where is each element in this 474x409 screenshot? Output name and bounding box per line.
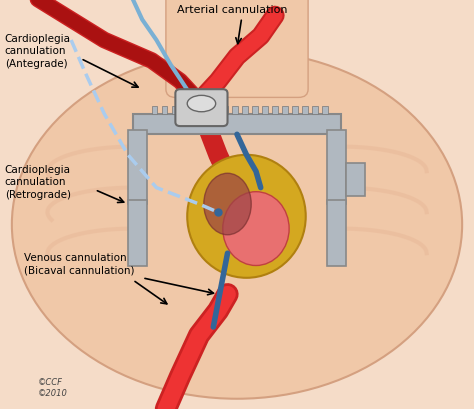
Ellipse shape — [12, 51, 462, 399]
FancyBboxPatch shape — [292, 107, 298, 115]
FancyBboxPatch shape — [302, 107, 308, 115]
FancyBboxPatch shape — [312, 107, 318, 115]
FancyBboxPatch shape — [192, 107, 198, 115]
FancyBboxPatch shape — [128, 200, 147, 266]
FancyBboxPatch shape — [232, 107, 237, 115]
FancyBboxPatch shape — [172, 107, 177, 115]
Text: Venous cannulation
(Bicaval cannulation): Venous cannulation (Bicaval cannulation) — [24, 253, 134, 275]
FancyBboxPatch shape — [327, 200, 346, 266]
FancyBboxPatch shape — [212, 107, 218, 115]
FancyBboxPatch shape — [272, 107, 278, 115]
FancyBboxPatch shape — [252, 107, 258, 115]
Text: ©CCF
©2010: ©CCF ©2010 — [38, 378, 68, 397]
FancyBboxPatch shape — [182, 107, 188, 115]
FancyBboxPatch shape — [282, 107, 288, 115]
FancyBboxPatch shape — [166, 0, 308, 98]
FancyBboxPatch shape — [262, 107, 268, 115]
FancyBboxPatch shape — [327, 131, 346, 204]
FancyBboxPatch shape — [152, 107, 157, 115]
Text: Cardioplegia
cannulation
(Retrograde): Cardioplegia cannulation (Retrograde) — [5, 165, 71, 199]
FancyBboxPatch shape — [162, 107, 167, 115]
FancyBboxPatch shape — [175, 90, 228, 127]
FancyBboxPatch shape — [346, 164, 365, 196]
FancyBboxPatch shape — [322, 107, 328, 115]
Ellipse shape — [187, 96, 216, 112]
FancyBboxPatch shape — [242, 107, 248, 115]
Text: Arterial cannulation: Arterial cannulation — [177, 5, 288, 15]
Ellipse shape — [187, 155, 306, 278]
Ellipse shape — [223, 192, 289, 266]
FancyBboxPatch shape — [202, 107, 208, 115]
FancyBboxPatch shape — [128, 131, 147, 204]
Text: Cardioplegia
cannulation
(Antegrade): Cardioplegia cannulation (Antegrade) — [5, 34, 71, 68]
FancyBboxPatch shape — [222, 107, 228, 115]
Ellipse shape — [204, 174, 251, 235]
FancyBboxPatch shape — [133, 115, 341, 135]
